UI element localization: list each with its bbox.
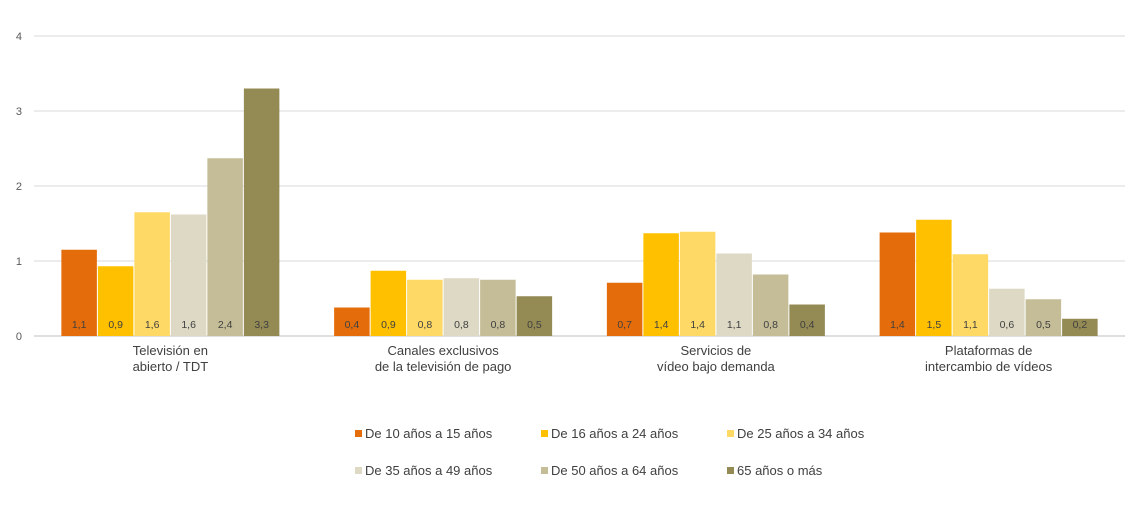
bar	[61, 249, 97, 336]
data-label: 0,4	[800, 319, 815, 331]
bar	[516, 296, 553, 336]
legend-item: De 50 años a 64 años	[541, 463, 679, 478]
bar	[916, 219, 952, 336]
legend-item: 65 años o más	[727, 463, 823, 478]
legend-label: De 16 años a 24 años	[551, 426, 679, 441]
data-label: 1,6	[181, 319, 196, 331]
legend-item: De 25 años a 34 años	[727, 426, 865, 441]
y-tick-label: 1	[16, 256, 22, 268]
legend-swatch	[355, 430, 362, 437]
data-label: 0,8	[491, 319, 506, 331]
bar	[480, 279, 516, 336]
bar	[170, 214, 207, 336]
bar	[370, 270, 407, 336]
bar	[407, 279, 443, 336]
data-label: 1,5	[927, 319, 942, 331]
legend-label: De 35 años a 49 años	[365, 463, 493, 478]
data-label: 0,5	[1036, 319, 1051, 331]
data-label: 0,9	[108, 319, 123, 331]
bar	[989, 288, 1025, 336]
data-label: 0,4	[345, 319, 360, 331]
legend-item: De 10 años a 15 años	[355, 426, 493, 441]
bar	[1025, 299, 1062, 336]
bar	[334, 307, 370, 336]
category-label: abierto / TDT	[133, 359, 209, 374]
y-tick-label: 4	[16, 31, 22, 43]
category-label: Plataformas de	[945, 343, 1032, 358]
legend-swatch	[541, 430, 548, 437]
data-label: 1,4	[654, 319, 669, 331]
legend-label: De 10 años a 15 años	[365, 426, 493, 441]
y-tick-label: 0	[16, 331, 22, 343]
bar	[134, 212, 170, 336]
legend-swatch	[355, 467, 362, 474]
data-label: 0,7	[617, 319, 632, 331]
bar	[752, 274, 789, 336]
bar	[643, 233, 679, 336]
data-label: 2,4	[218, 319, 233, 331]
legend-label: De 25 años a 34 años	[737, 426, 865, 441]
bar	[606, 282, 643, 336]
category-label: Canales exclusivos	[387, 343, 499, 358]
bar	[207, 158, 243, 336]
bar	[97, 266, 134, 336]
data-label: 3,3	[254, 319, 269, 331]
data-label: 0,2	[1073, 319, 1088, 331]
data-label: 0,8	[763, 319, 778, 331]
bar	[243, 88, 280, 336]
legend-item: De 16 años a 24 años	[541, 426, 679, 441]
category-label: vídeo bajo demanda	[657, 359, 776, 374]
legend-label: 65 años o más	[737, 463, 823, 478]
data-label: 0,6	[1000, 319, 1015, 331]
category-label: Servicios de	[680, 343, 751, 358]
data-label: 0,8	[418, 319, 433, 331]
legend-label: De 50 años a 64 años	[551, 463, 679, 478]
bar	[1062, 318, 1098, 336]
y-axis: 0 1 2 3 4	[16, 31, 22, 343]
data-label: 1,1	[963, 319, 978, 331]
data-label: 0,5	[527, 319, 542, 331]
data-label: 1,1	[727, 319, 742, 331]
legend-swatch	[727, 430, 734, 437]
data-label: 1,1	[72, 319, 87, 331]
data-label: 0,8	[454, 319, 469, 331]
data-labels: 1,1 0,9 1,6 1,6 2,4 3,3 0,4 0,9 0,8 0,8 0,8 0,5 0,7 1…	[72, 319, 1088, 331]
bar	[679, 231, 716, 336]
bar	[716, 253, 752, 336]
category-label: intercambio de vídeos	[925, 359, 1053, 374]
y-tick-label: 3	[16, 106, 22, 118]
data-label: 1,4	[890, 319, 905, 331]
y-tick-label: 2	[16, 181, 22, 193]
bar	[879, 232, 916, 336]
data-label: 0,9	[381, 319, 396, 331]
data-label: 1,4	[690, 319, 705, 331]
category-label: Televisión en	[133, 343, 208, 358]
legend-swatch	[541, 467, 548, 474]
data-label: 1,6	[145, 319, 160, 331]
legend-swatch	[727, 467, 734, 474]
legend-item: De 35 años a 49 años	[355, 463, 493, 478]
bars	[61, 88, 1098, 336]
bar	[952, 254, 989, 336]
bar	[443, 278, 480, 336]
bar	[789, 304, 825, 336]
legend: De 10 años a 15 años De 16 años a 24 años…	[355, 426, 865, 478]
category-label: de la televisión de pago	[375, 359, 512, 374]
